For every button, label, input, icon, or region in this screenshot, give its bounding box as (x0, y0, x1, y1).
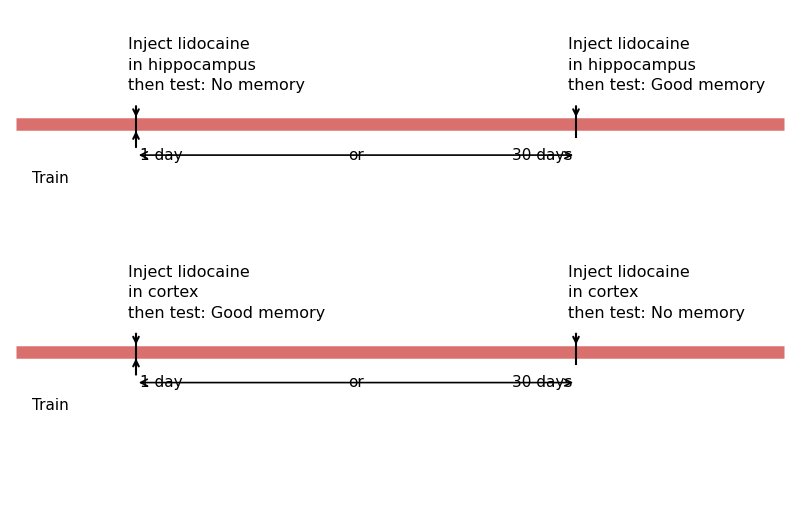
Text: Inject lidocaine
in cortex
then test: Good memory: Inject lidocaine in cortex then test: Go… (128, 265, 326, 321)
Text: 1 day: 1 day (140, 147, 182, 163)
Text: Train: Train (32, 171, 69, 186)
Text: or: or (348, 375, 364, 390)
Text: 1 day: 1 day (140, 375, 182, 390)
Text: Inject lidocaine
in hippocampus
then test: Good memory: Inject lidocaine in hippocampus then tes… (568, 37, 766, 93)
Text: Inject lidocaine
in cortex
then test: No memory: Inject lidocaine in cortex then test: No… (568, 265, 745, 321)
Text: Train: Train (32, 398, 69, 413)
Text: Inject lidocaine
in hippocampus
then test: No memory: Inject lidocaine in hippocampus then tes… (128, 37, 305, 93)
Text: 30 days: 30 days (512, 375, 572, 390)
Text: or: or (348, 147, 364, 163)
Text: 30 days: 30 days (512, 147, 572, 163)
